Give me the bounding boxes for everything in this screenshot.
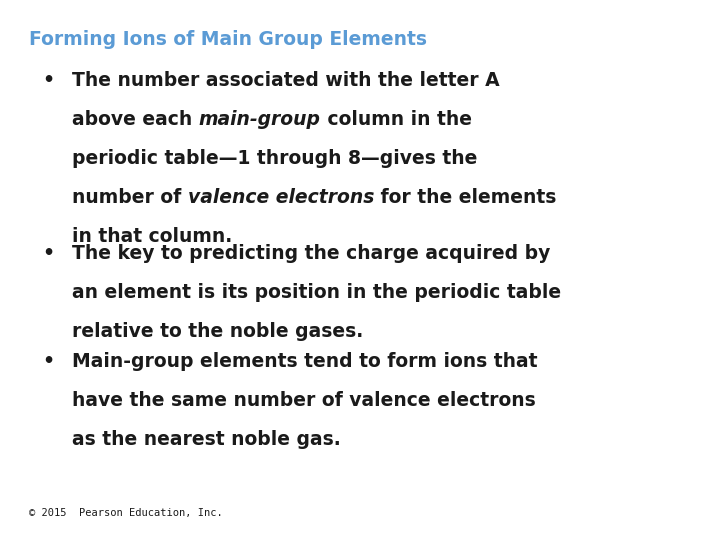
Text: in that column.: in that column. bbox=[72, 227, 233, 246]
Text: above each: above each bbox=[72, 110, 199, 129]
Text: relative to the noble gases.: relative to the noble gases. bbox=[72, 322, 364, 341]
Text: an element is its position in the periodic table: an element is its position in the period… bbox=[72, 283, 561, 302]
Text: valence electrons: valence electrons bbox=[188, 188, 374, 207]
Text: periodic table—1 through 8—gives the: periodic table—1 through 8—gives the bbox=[72, 149, 477, 168]
Text: main-group: main-group bbox=[199, 110, 320, 129]
Text: for the elements: for the elements bbox=[374, 188, 557, 207]
Text: have the same number of valence electrons: have the same number of valence electron… bbox=[72, 391, 536, 410]
Text: The number associated with the letter A: The number associated with the letter A bbox=[72, 71, 500, 90]
Text: as the nearest noble gas.: as the nearest noble gas. bbox=[72, 430, 341, 449]
Text: The key to predicting the charge acquired by: The key to predicting the charge acquire… bbox=[72, 244, 550, 263]
Text: •: • bbox=[42, 71, 54, 90]
Text: Forming Ions of Main Group Elements: Forming Ions of Main Group Elements bbox=[29, 30, 427, 49]
Text: •: • bbox=[42, 244, 54, 263]
Text: number of: number of bbox=[72, 188, 188, 207]
Text: •: • bbox=[42, 352, 54, 371]
Text: © 2015  Pearson Education, Inc.: © 2015 Pearson Education, Inc. bbox=[29, 508, 222, 518]
Text: Main-group elements tend to form ions that: Main-group elements tend to form ions th… bbox=[72, 352, 538, 371]
Text: column in the: column in the bbox=[320, 110, 472, 129]
